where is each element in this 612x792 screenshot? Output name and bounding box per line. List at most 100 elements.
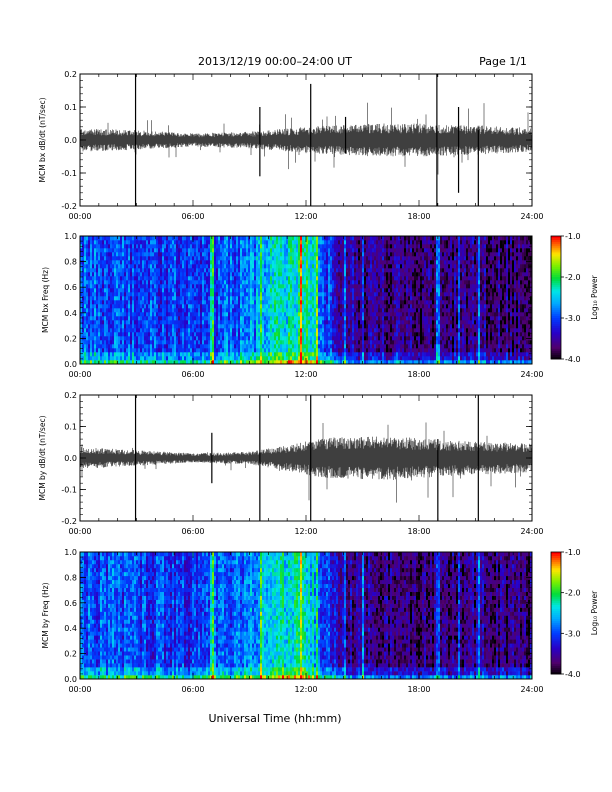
heat-cell [192,244,195,249]
heat-cell [238,312,241,317]
heat-cell [238,348,241,353]
heat-cell [252,268,255,273]
heat-cell [232,312,235,317]
heat-cell [302,244,305,249]
heat-cell [328,360,331,365]
heat-cell [346,236,349,241]
heat-cell [108,332,111,337]
heat-cell [106,292,109,297]
heat-cell [154,296,157,301]
heat-cell [100,236,103,241]
heat-cell [354,268,357,273]
heat-cell [370,236,373,241]
heat-cell [296,308,299,313]
heat-cell [202,292,205,297]
heat-cell [194,304,197,309]
heat-cell [260,252,263,257]
heat-cell [208,348,211,353]
heat-cell [142,348,145,353]
heat-cell [178,308,181,313]
heat-cell [326,336,329,341]
heat-cell [162,360,165,365]
heat-cell [234,336,237,341]
heat-cell [128,296,131,301]
heat-cell [210,316,213,321]
heat-cell [216,300,219,305]
heat-cell [84,236,87,241]
heat-cell [124,356,127,361]
heat-cell [268,252,271,257]
heat-cell [292,328,295,333]
heat-cell [180,348,183,353]
heat-cell [336,244,339,249]
heat-cell [172,256,175,261]
heat-cell [324,340,327,345]
heat-cell [92,268,95,273]
heat-cell [232,352,235,357]
heat-cell [230,236,233,241]
heat-cell [166,256,169,261]
heat-cell [214,292,217,297]
heat-cell [364,344,367,349]
heat-cell [328,332,331,337]
heat-cell [340,340,343,345]
heat-cell [266,304,269,309]
heat-cell [264,320,267,325]
heat-cell [354,340,357,345]
heat-cell [236,268,239,273]
heat-cell [314,260,317,265]
heat-cell [332,240,335,245]
heat-cell [134,348,137,353]
heat-cell [334,252,337,257]
heat-cell [288,336,291,341]
heat-cell [282,296,285,301]
heat-cell [160,304,163,309]
heat-cell [222,264,225,269]
heat-cell [168,264,171,269]
heat-cell [358,288,361,293]
heat-cell [182,348,185,353]
heat-cell [134,292,137,297]
heat-cell [110,248,113,253]
heat-cell [366,236,369,241]
heat-cell [334,328,337,333]
heat-cell [206,244,209,249]
heat-cell [138,256,141,261]
heat-cell [186,292,189,297]
heat-cell [132,268,135,273]
heat-cell [116,248,119,253]
heat-cell [288,292,291,297]
heat-cell [304,292,307,297]
heat-cell [138,312,141,317]
heat-cell [218,296,221,301]
heat-cell [364,292,367,297]
heat-cell [132,312,135,317]
heat-cell [264,236,267,241]
heat-cell [238,360,241,365]
heat-cell [240,348,243,353]
heat-cell [308,360,311,365]
heat-cell [284,244,287,249]
heat-cell [256,272,259,277]
heat-cell [180,344,183,349]
heat-cell [336,356,339,361]
heat-cell [382,336,385,341]
heat-cell [374,296,377,301]
heat-cell [166,236,169,241]
heat-cell [302,312,305,317]
heat-cell [270,324,273,329]
heat-cell [372,284,375,289]
heat-cell [382,244,385,249]
heat-cell [354,344,357,349]
heat-cell [300,300,303,305]
heat-cell [184,340,187,345]
heat-cell [94,272,97,277]
heat-cell [268,308,271,313]
heat-cell [168,280,171,285]
heat-cell [250,296,253,301]
heat-cell [86,268,89,273]
heat-cell [342,304,345,309]
heat-cell [334,312,337,317]
heat-cell [102,300,105,305]
heat-cell [358,272,361,277]
